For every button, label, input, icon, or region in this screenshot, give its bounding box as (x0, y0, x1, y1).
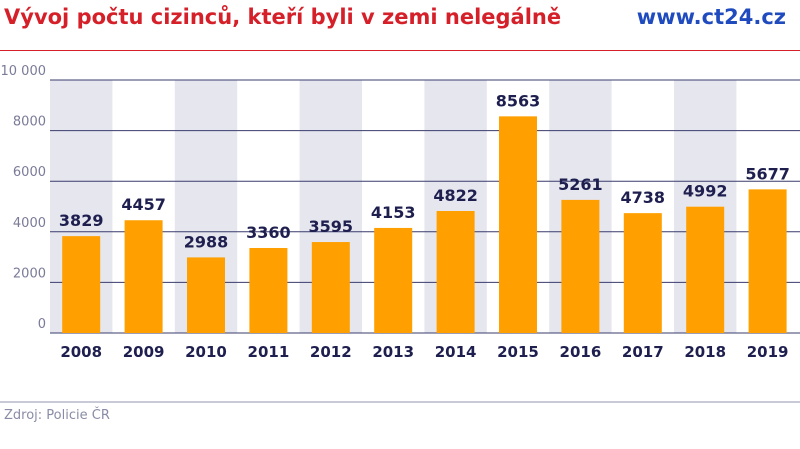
bar (623, 213, 662, 333)
brand-link[interactable]: www.ct24.cz (636, 5, 786, 29)
title-divider (0, 50, 800, 51)
x-tick-label: 2010 (185, 343, 227, 361)
y-tick-label: 0 (38, 317, 46, 332)
y-tick-label: 2000 (13, 266, 46, 281)
value-label: 4457 (121, 195, 166, 214)
bar (748, 189, 787, 333)
x-tick-label: 2014 (435, 343, 477, 361)
value-labels: 3829 4457 2988 3360 3595 4153 4822 8563 5261 4738… (59, 91, 790, 251)
value-label: 3360 (246, 223, 291, 242)
bar (686, 206, 725, 333)
bar (62, 236, 101, 333)
bar-chart: 0 2000 4000 6000 8000 10 000 3829 4457 2988 3360… (1, 64, 800, 361)
footer-divider (0, 401, 800, 403)
chart-title: Vývoj počtu cizinců, kteří byli v zemi n… (4, 5, 562, 29)
x-tick-label: 2008 (60, 343, 102, 361)
bar (499, 116, 537, 333)
x-tick-label: 2017 (622, 343, 664, 361)
y-axis-ticks: 0 2000 4000 6000 8000 10 000 (1, 64, 47, 332)
value-label: 3829 (59, 211, 104, 230)
value-label: 4153 (371, 203, 416, 222)
value-label: 5677 (745, 164, 790, 183)
x-tick-label: 2009 (123, 343, 165, 361)
y-tick-label: 8000 (13, 115, 46, 130)
bar (311, 242, 350, 333)
x-tick-label: 2011 (248, 343, 290, 361)
x-tick-label: 2016 (560, 343, 602, 361)
x-tick-label: 2012 (310, 343, 352, 361)
bar (249, 247, 288, 333)
x-axis-ticks: 2008 2009 2010 2011 2012 2013 2014 2015 2016 2017… (60, 343, 788, 361)
bar (436, 211, 475, 333)
x-tick-label: 2015 (497, 343, 539, 361)
value-label: 3595 (309, 217, 354, 236)
value-label: 8563 (496, 91, 541, 110)
value-label: 4992 (683, 182, 728, 201)
y-tick-label: 4000 (13, 216, 46, 231)
bar (374, 227, 413, 333)
bar (187, 257, 225, 333)
y-tick-label: 6000 (13, 165, 46, 180)
value-label: 2988 (184, 232, 229, 251)
y-tick-label: 10 000 (1, 64, 47, 79)
x-tick-label: 2018 (684, 343, 726, 361)
value-label: 4822 (433, 186, 478, 205)
value-label: 5261 (558, 175, 603, 194)
gridlines (50, 79, 800, 334)
source-note: Zdroj: Policie ČR (4, 408, 110, 423)
bar (124, 220, 163, 333)
bars (62, 116, 787, 333)
x-tick-label: 2013 (372, 343, 414, 361)
value-label: 4738 (621, 188, 666, 207)
bar (561, 199, 600, 333)
x-tick-label: 2019 (747, 343, 789, 361)
